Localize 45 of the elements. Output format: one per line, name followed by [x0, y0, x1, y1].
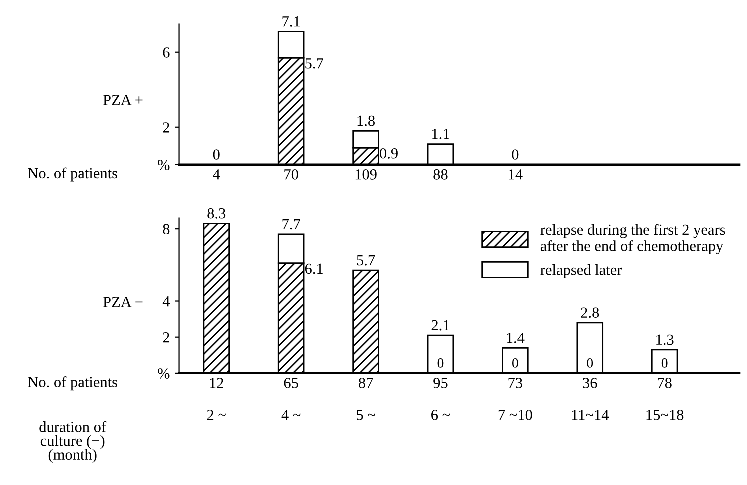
category-label: 87 5 ~: [357, 378, 376, 420]
y-axis-title: PZA +: [103, 95, 143, 106]
text: duration of culture (−) (month): [40, 421, 107, 464]
y-axis-title: PZA −: [103, 297, 143, 308]
total-label: 2.1: [432, 320, 450, 331]
x-tick-label: 109: [356, 170, 377, 180]
y-tick-label: 4: [162, 296, 170, 307]
total-label: 1.1: [432, 129, 450, 140]
x-tick-label: 70: [284, 170, 298, 180]
data-label: 0: [512, 358, 518, 368]
total-label: 5.7: [357, 256, 376, 266]
total-label: 1.8: [358, 116, 375, 126]
data-label: 0: [587, 358, 594, 368]
total-label: 7.7: [282, 219, 300, 230]
category-label: 73 7 ~10: [498, 378, 532, 420]
total-label: 1.4: [507, 333, 525, 344]
data-label: 5.7: [306, 58, 324, 69]
y-tick-label: 2: [163, 122, 170, 133]
category-label: 95 6 ~: [432, 378, 450, 420]
total-label: 2.8: [581, 308, 600, 318]
x-tick-label: 4: [213, 170, 220, 180]
total-label: 0: [512, 150, 519, 160]
data-label: 6.1: [305, 264, 323, 274]
category-label: 12 2 ~: [207, 378, 226, 420]
total-label: 7.1: [282, 16, 300, 27]
x-axis-title: No. of patients: [28, 376, 118, 391]
legend-label: relapsed later: [540, 264, 622, 278]
category-label: 65 4 ~: [282, 378, 301, 420]
x-tick-label: 88: [434, 170, 448, 180]
y-tick-label: %: [158, 160, 170, 170]
total-label: 8.3: [208, 208, 226, 219]
y-tick-label: %: [158, 368, 170, 379]
x-axis-title: No. of patients: [28, 168, 118, 182]
y-tick-label: 6: [163, 48, 170, 58]
x-tick-label: 14: [509, 170, 523, 180]
y-tick-label: 8: [163, 224, 170, 235]
category-label: 36 11~14: [572, 378, 610, 420]
category-label: 78 15~18: [646, 378, 684, 420]
legend-label: relapse during the first 2 years after the end of chemotherapy: [540, 224, 726, 254]
total-label: 1.3: [656, 334, 674, 346]
data-label: 0: [662, 358, 668, 368]
y-tick-label: 2: [163, 332, 170, 343]
data-label: 0.9: [380, 148, 398, 159]
data-label: 0: [438, 358, 444, 368]
total-label: 0: [213, 150, 220, 160]
